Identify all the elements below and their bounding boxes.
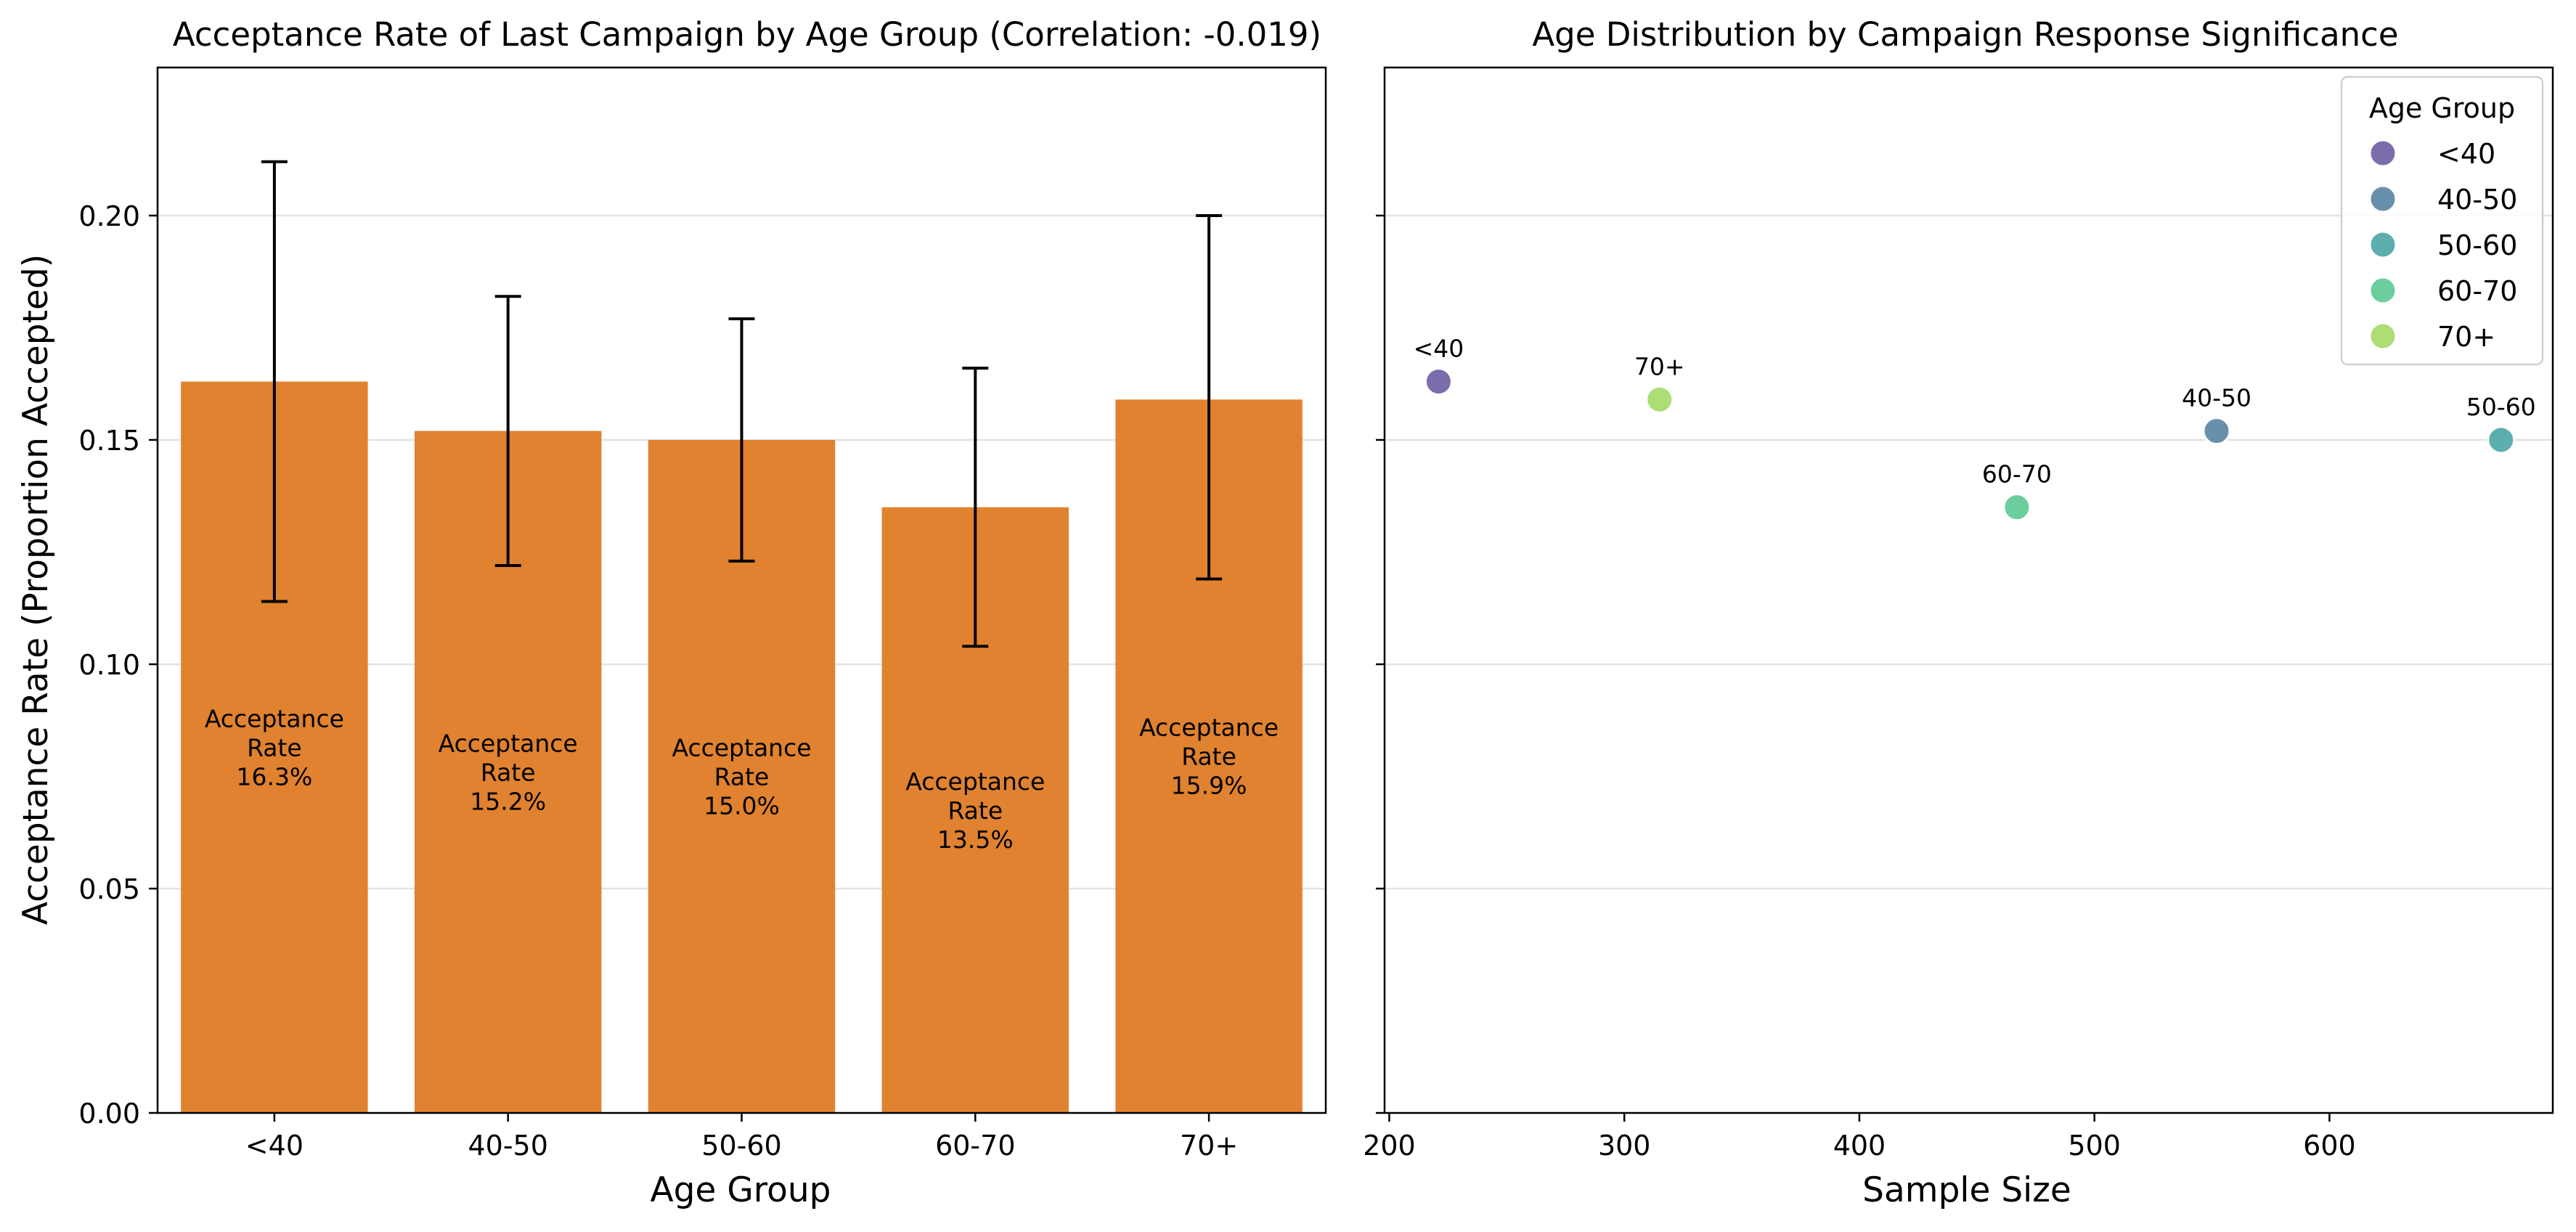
bar-chart-bars bbox=[181, 381, 1303, 1113]
bar-chart-error-bars bbox=[261, 160, 1223, 648]
scatter-point-label: <40 bbox=[1414, 335, 1464, 363]
scatter-chart-x-tick-label: 200 bbox=[1363, 1130, 1416, 1162]
scatter-point bbox=[2002, 493, 2031, 522]
scatter-chart-x-tick-label: 500 bbox=[2068, 1130, 2121, 1162]
scatter-chart-x-axis-label: Sample Size bbox=[1862, 1170, 2071, 1210]
scatter-point-label: 50-60 bbox=[2466, 393, 2536, 421]
bar-chart-x-tick-label: 60-70 bbox=[935, 1130, 1015, 1162]
legend-label: 50-60 bbox=[2437, 229, 2517, 261]
bar-chart-y-axis-label: Acceptance Rate (Proportion Accepted) bbox=[16, 254, 56, 925]
scatter-chart-y-ticks bbox=[1376, 214, 1385, 1114]
legend-marker bbox=[2368, 322, 2397, 351]
scatter-point bbox=[1424, 367, 1453, 396]
scatter-chart-x-tick-label: 600 bbox=[2303, 1130, 2356, 1162]
scatter-point-label: 70+ bbox=[1634, 352, 1685, 380]
bar-chart-bar-labels: AcceptanceRate16.3%AcceptanceRate15.2%Ac… bbox=[205, 704, 1279, 854]
bar-chart-x-ticks: <40 40-50 50-60 60-70 70+ bbox=[245, 1113, 1238, 1162]
bar-value-label: Rate bbox=[714, 762, 770, 791]
legend-marker bbox=[2368, 276, 2397, 305]
bar-value-label: 16.3% bbox=[236, 762, 312, 791]
bar-value-label: Acceptance bbox=[672, 733, 811, 762]
bar-chart-y-tick-label: 0.05 bbox=[78, 873, 140, 905]
bar-value-label: Rate bbox=[247, 733, 302, 762]
bar-value-label: Acceptance bbox=[1139, 714, 1279, 742]
bar-value-label: Rate bbox=[947, 796, 1003, 825]
bar-chart-x-axis-label: Age Group bbox=[651, 1170, 831, 1210]
bar-chart-y-tick-label: 0.20 bbox=[78, 200, 140, 232]
bar-chart-x-tick-label: 40-50 bbox=[468, 1130, 547, 1162]
bar-chart-x-tick-label: 50-60 bbox=[701, 1130, 781, 1162]
scatter-chart-points: <40 40-50 50-60 60-70 70+ bbox=[1414, 335, 2536, 522]
scatter-point-label: 60-70 bbox=[1982, 460, 2052, 489]
scatter-chart-frame bbox=[1383, 66, 2554, 1114]
scatter-chart-legend: Age Group <40 40-50 50-60 60-70 70+ bbox=[2340, 76, 2544, 366]
bar-chart-x-tick-label: 70+ bbox=[1180, 1130, 1238, 1162]
bar-chart-y-ticks: 0.00 0.05 0.10 0.15 0.20 bbox=[78, 200, 158, 1130]
bar-value-label: 15.9% bbox=[1171, 772, 1247, 800]
legend-label: 60-70 bbox=[2437, 275, 2517, 307]
bar-value-label: Rate bbox=[481, 758, 536, 786]
bar-chart-x-tick-label: <40 bbox=[245, 1130, 303, 1162]
scatter-chart-panel: 200 300 400 500 600 <40 40-50 50-60 60-70 70+ Ag… bbox=[1363, 15, 2554, 1210]
scatter-chart-x-tick-label: 300 bbox=[1598, 1130, 1651, 1162]
bar-chart-y-tick-label: 0.15 bbox=[78, 425, 140, 457]
scatter-chart-title: Age Distribution by Campaign Response Si… bbox=[1532, 15, 2398, 54]
scatter-point bbox=[1645, 385, 1674, 414]
scatter-chart-x-tick-label: 400 bbox=[1833, 1130, 1886, 1162]
legend-label: 40-50 bbox=[2437, 184, 2517, 216]
scatter-point bbox=[2487, 425, 2516, 454]
legend-marker bbox=[2368, 184, 2397, 213]
bar-value-label: Rate bbox=[1181, 743, 1236, 771]
legend-marker bbox=[2368, 230, 2397, 259]
bar-value-label: 15.2% bbox=[470, 787, 546, 815]
legend-marker bbox=[2368, 139, 2397, 168]
bar-chart-y-tick-label: 0.00 bbox=[78, 1098, 140, 1130]
bar-value-label: Acceptance bbox=[439, 729, 578, 757]
scatter-chart-x-ticks: 200 300 400 500 600 bbox=[1363, 1113, 2356, 1162]
bar-value-label: Acceptance bbox=[205, 704, 344, 733]
legend-title: Age Group bbox=[2369, 92, 2515, 124]
bar-chart-title: Acceptance Rate of Last Campaign by Age … bbox=[173, 15, 1321, 54]
bar-value-label: 15.0% bbox=[704, 791, 780, 820]
bar-chart-panel: AcceptanceRate16.3%AcceptanceRate15.2%Ac… bbox=[16, 15, 1327, 1210]
legend-label: <40 bbox=[2437, 138, 2495, 170]
legend-label: 70+ bbox=[2437, 321, 2495, 353]
scatter-point-label: 40-50 bbox=[2182, 384, 2251, 412]
scatter-point bbox=[2202, 417, 2231, 446]
bar-value-label: 13.5% bbox=[937, 825, 1014, 854]
bar-value-label: Acceptance bbox=[905, 767, 1045, 796]
bar-chart-y-tick-label: 0.10 bbox=[78, 649, 140, 681]
